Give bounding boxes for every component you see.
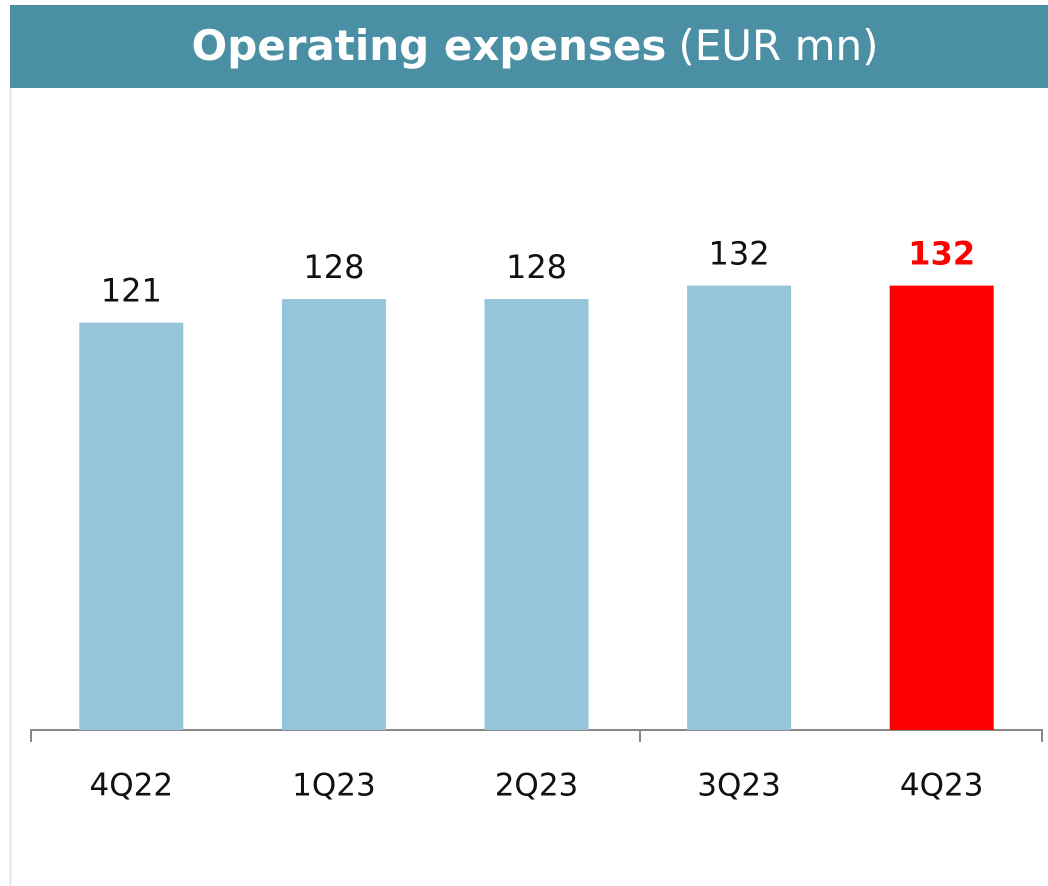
value-label: 132: [709, 235, 770, 273]
x-tick-label: 1Q23: [292, 768, 376, 804]
value-label: 132: [908, 235, 975, 273]
x-tick-label: 2Q23: [495, 768, 579, 804]
title-main: Operating expenses: [191, 21, 666, 70]
chart-title: Operating expenses (EUR mn): [191, 21, 878, 70]
bar: [79, 322, 184, 730]
x-tick-label: 3Q23: [697, 768, 781, 804]
value-label: 121: [101, 272, 162, 310]
bar: [484, 299, 589, 730]
x-tick-label: 4Q22: [90, 768, 174, 804]
title-bar: [10, 5, 1048, 88]
title-unit: (EUR mn): [678, 21, 878, 70]
x-tick-label: 4Q23: [900, 768, 984, 804]
value-label: 128: [303, 248, 364, 286]
bar: [889, 285, 994, 730]
bar: [281, 299, 386, 730]
bar: [687, 285, 792, 730]
value-label: 128: [506, 248, 567, 286]
